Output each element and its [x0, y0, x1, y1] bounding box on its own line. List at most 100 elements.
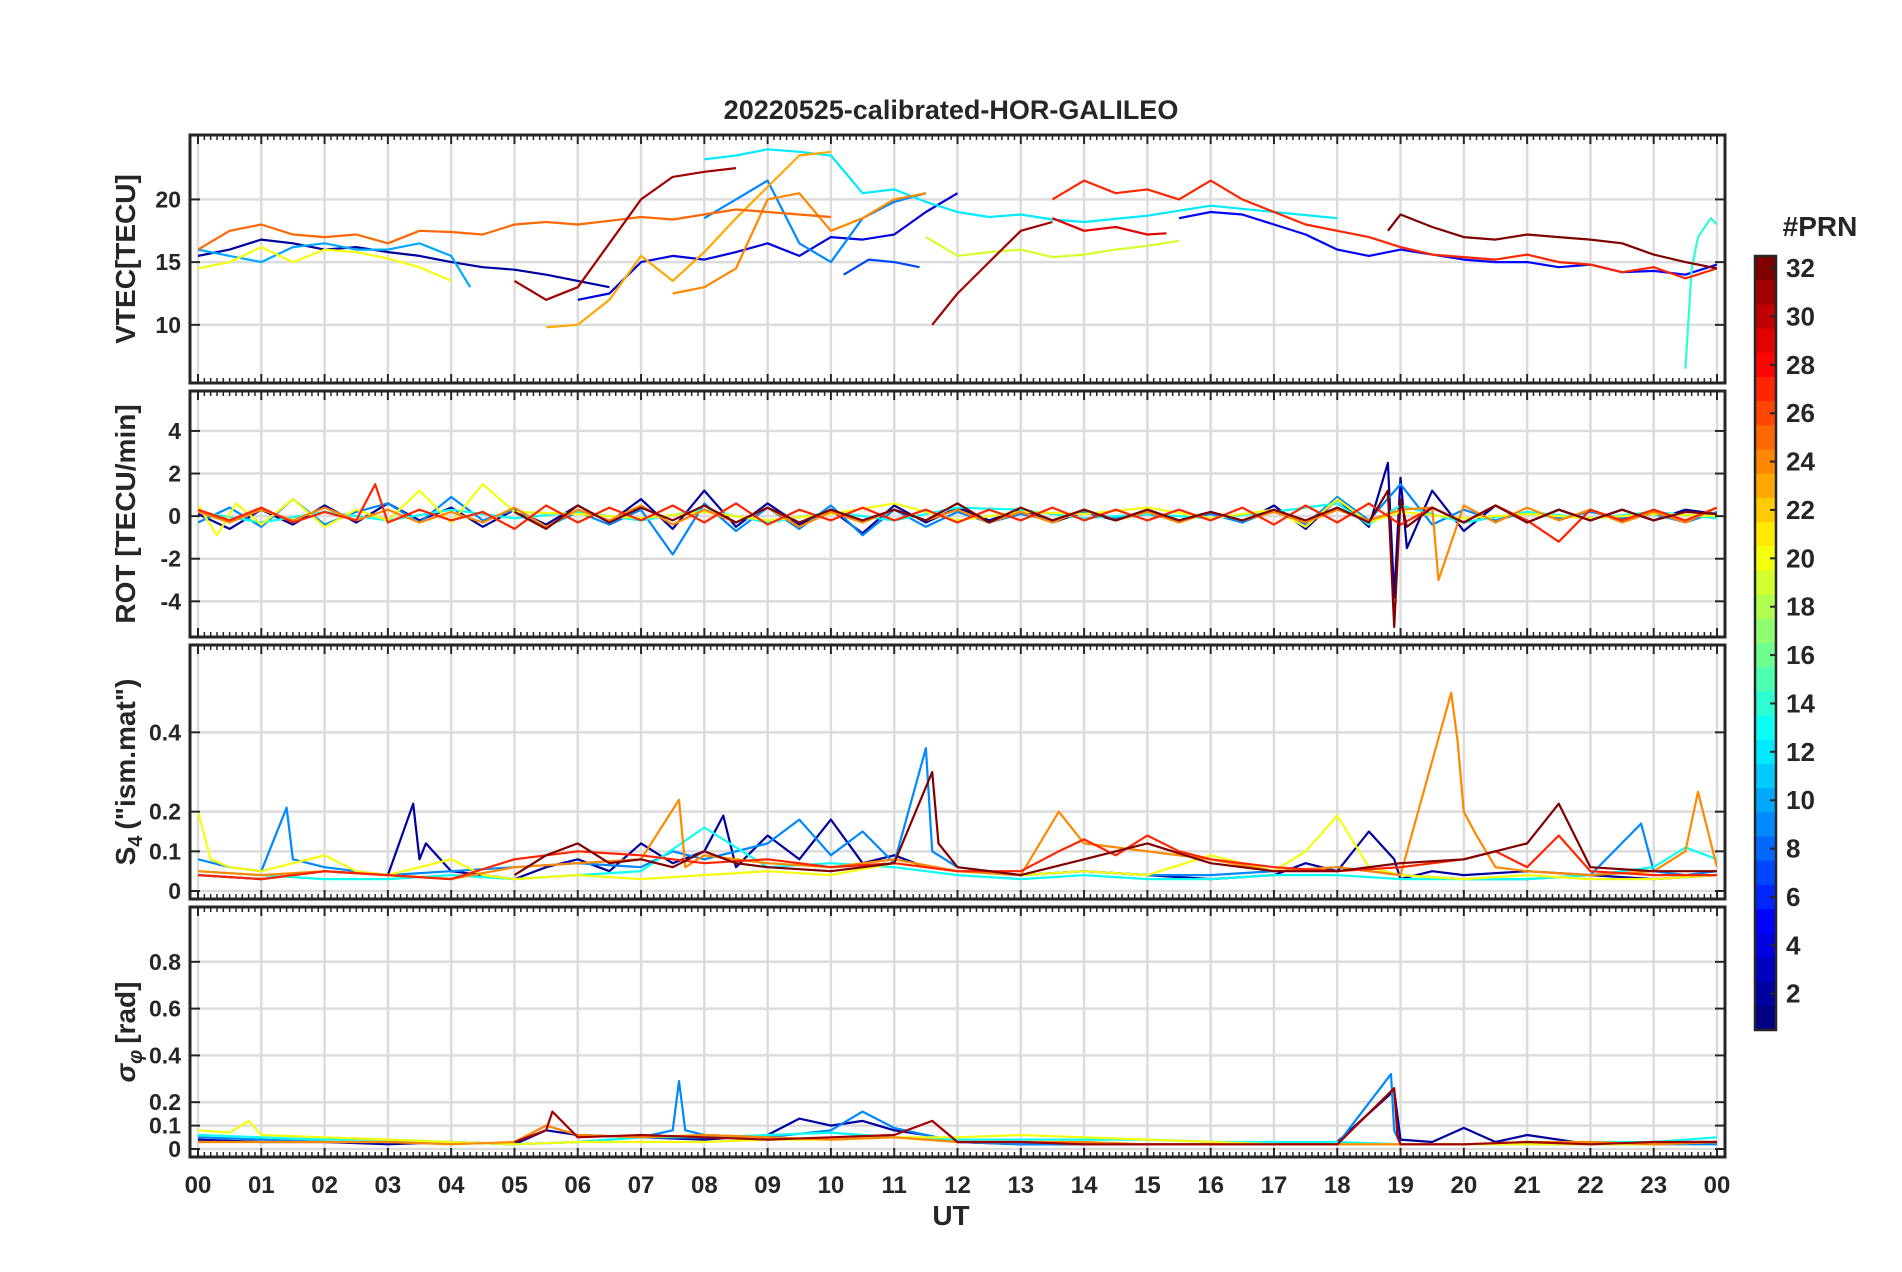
y-tick-label: 0.4 — [149, 719, 181, 745]
x-tick-label: 18 — [1324, 1172, 1351, 1199]
colorbar-label: #PRN — [1783, 211, 1858, 242]
x-tick-label: 23 — [1640, 1172, 1667, 1199]
y-axis-label: ROT [TECU/min] — [110, 404, 141, 623]
y-tick-label: 0 — [168, 1136, 181, 1162]
colorbar-frame — [1753, 254, 1778, 1032]
series-group — [198, 461, 1717, 628]
y-label-subscript: φ — [125, 1050, 147, 1064]
x-tick-label: 22 — [1577, 1172, 1604, 1199]
colorbar-segment — [1755, 328, 1776, 354]
y-tick-label: -4 — [161, 588, 182, 614]
colorbar-tick-label: 32 — [1786, 253, 1815, 283]
x-tick-label: 05 — [501, 1172, 528, 1199]
colorbar-segment — [1755, 449, 1776, 475]
y-tick-label: 0.6 — [149, 996, 181, 1022]
colorbar-segment — [1755, 643, 1776, 668]
colorbar-segment — [1755, 884, 1776, 910]
x-tick-label: 11 — [882, 1172, 907, 1199]
y-tick-label: 0.4 — [149, 1042, 181, 1068]
y-label-rest: ("ism.mat") — [110, 679, 141, 830]
x-tick-label: 04 — [438, 1172, 465, 1199]
x-tick-label: 03 — [375, 1172, 402, 1199]
panel-frame — [188, 133, 1727, 385]
x-tick-label: 16 — [1197, 1172, 1224, 1199]
series-line-prn-24 — [672, 192, 927, 295]
colorbar-segment — [1755, 909, 1776, 934]
chart-title: 20220525-calibrated-HOR-GALILEO — [724, 95, 1179, 125]
series-line-prn-27 — [1051, 179, 1717, 280]
colorbar-segment — [1755, 715, 1776, 741]
colorbar-segment — [1755, 522, 1776, 547]
colorbar-segment — [1755, 957, 1776, 983]
panel-frame — [188, 389, 1727, 639]
y-label-main: σ — [110, 1062, 141, 1082]
series-group — [198, 148, 1717, 369]
colorbar-tick-label: 20 — [1786, 543, 1815, 573]
colorbar-segment — [1755, 618, 1776, 644]
colorbar-segment — [1755, 280, 1776, 305]
series-group — [198, 1073, 1717, 1146]
colorbar-segment — [1755, 352, 1776, 378]
x-tick-label: 00 — [185, 1172, 212, 1199]
series-line-prn-32 — [513, 489, 1717, 628]
x-tick-label: 13 — [1007, 1172, 1034, 1199]
colorbar-tick-label: 2 — [1786, 979, 1800, 1009]
series-line-prn-25 — [198, 208, 831, 251]
x-tick-label: 02 — [311, 1172, 338, 1199]
x-tick-label: 15 — [1134, 1172, 1161, 1199]
panel-sigma: 00.10.2 0.4 0.6 0.8 σφ [rad] — [110, 905, 1727, 1162]
x-tick-label: 12 — [944, 1172, 971, 1199]
series-line-prn-29 — [1051, 217, 1167, 236]
panel-frame — [188, 905, 1727, 1159]
x-tick-label: 00 — [1704, 1172, 1731, 1199]
y-axis-label: σφ [rad] — [110, 982, 147, 1083]
x-tick-label: 09 — [754, 1172, 781, 1199]
colorbar-segment — [1755, 836, 1776, 862]
colorbar-segment — [1755, 546, 1776, 572]
series-line-prn-4 — [577, 192, 959, 301]
series-line-prn-32 — [1387, 213, 1717, 270]
x-tick-label: 19 — [1387, 1172, 1414, 1199]
series-line-prn-27 — [198, 834, 1717, 881]
series-line-prn-7 — [843, 258, 920, 276]
colorbar-segment — [1755, 667, 1776, 692]
colorbar-segment — [1755, 304, 1776, 330]
panel-s4: 0 0.1 0.2 0.4 S4 ("ism.mat") — [110, 643, 1727, 904]
y-axis-label: VTEC[TECU] — [110, 174, 141, 344]
colorbar-tick-label: 8 — [1786, 834, 1800, 864]
panel-frame — [188, 643, 1727, 901]
x-tick-label: 06 — [564, 1172, 591, 1199]
series-line-prn-9 — [703, 179, 927, 264]
series-line-prn-23 — [546, 150, 832, 329]
colorbar-segment — [1755, 933, 1776, 959]
series-group — [198, 691, 1717, 881]
x-tick-label: 14 — [1071, 1172, 1098, 1199]
panel-vtec: 10 15 20 VTEC[TECU] — [110, 133, 1727, 385]
y-tick-label: 15 — [155, 249, 181, 275]
colorbar-tick-label: 28 — [1786, 350, 1815, 380]
x-tick-label: 20 — [1450, 1172, 1477, 1199]
y-axis-label: S4 ("ism.mat") — [110, 679, 147, 866]
colorbar-tick-label: 30 — [1786, 301, 1815, 331]
colorbar-segment — [1755, 256, 1776, 281]
colorbar-segment — [1755, 473, 1776, 499]
y-tick-label: 2 — [168, 461, 181, 487]
x-tick-label: 07 — [628, 1172, 655, 1199]
y-tick-label: -2 — [161, 546, 181, 572]
colorbar-segment — [1755, 1005, 1776, 1031]
y-tick-label: 0.1 — [149, 838, 181, 864]
y-tick-label: 4 — [168, 418, 181, 444]
y-tick-label: 20 — [155, 186, 181, 212]
y-tick-label: 0 — [168, 878, 181, 904]
colorbar-segment — [1755, 691, 1776, 717]
x-tick-label: 21 — [1514, 1172, 1541, 1199]
colorbar-segment — [1755, 860, 1776, 886]
colorbar-segment — [1755, 376, 1776, 402]
colorbar-tick-label: 6 — [1786, 882, 1800, 912]
series-line-prn-12 — [704, 148, 1338, 224]
colorbar-segment — [1755, 739, 1776, 765]
colorbar-segment — [1755, 497, 1776, 523]
colorbar-tick-label: 18 — [1786, 592, 1815, 622]
